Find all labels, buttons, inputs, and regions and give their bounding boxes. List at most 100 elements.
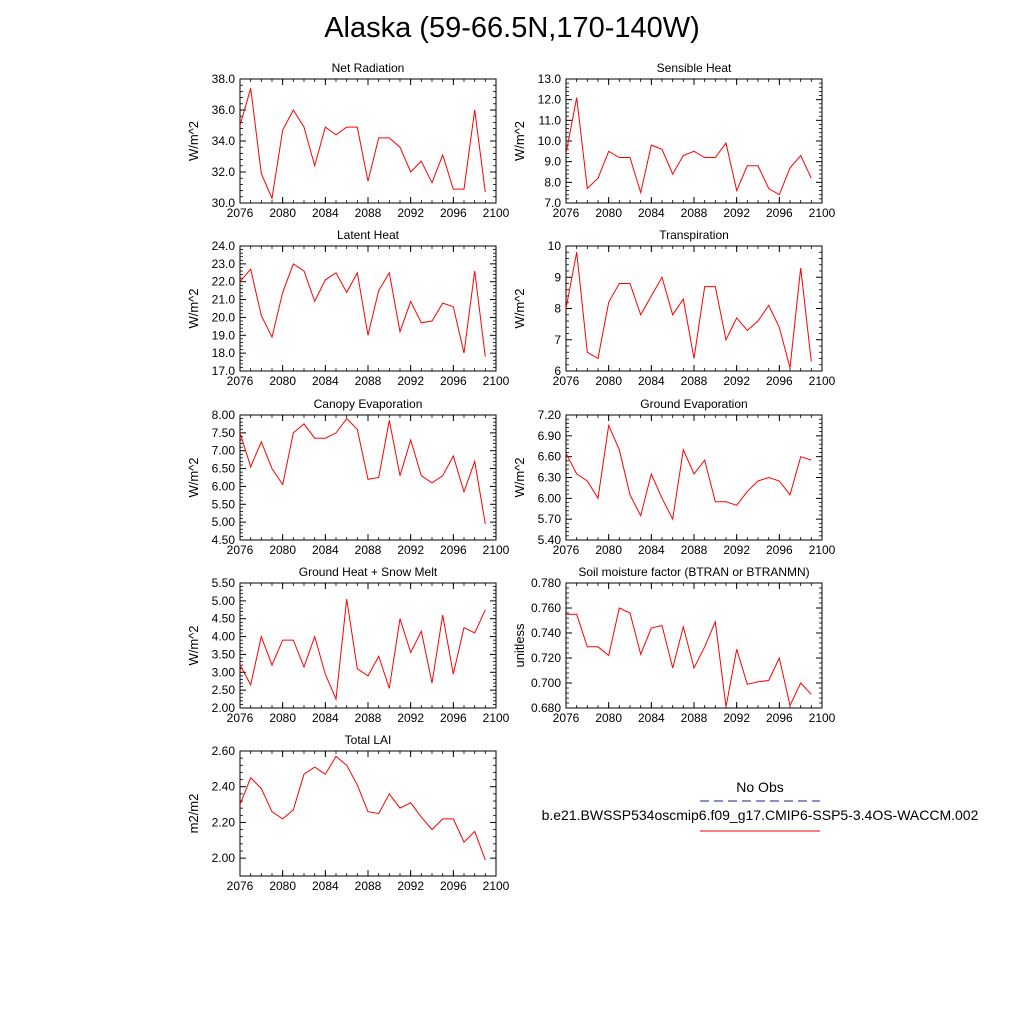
x-tick-label: 2088: [681, 206, 708, 220]
y-tick-label: 19.0: [212, 328, 236, 342]
plot-frame: [239, 78, 497, 204]
x-tick-label: 2080: [595, 206, 622, 220]
y-tick-label: 2.00: [212, 851, 236, 865]
x-tick-label: 2080: [269, 543, 296, 557]
y-tick-label: 2.20: [212, 815, 236, 829]
x-tick-label: 2076: [553, 206, 580, 220]
panel-title: Latent Heat: [337, 228, 400, 242]
y-tick-label: 22.0: [212, 275, 236, 289]
x-tick-label: 2092: [397, 543, 424, 557]
plot-frame: [565, 582, 823, 709]
x-tick-label: 2100: [483, 374, 510, 388]
series-line: [566, 607, 812, 708]
x-tick-label: 2096: [766, 543, 793, 557]
y-tick-label: 13.0: [538, 72, 562, 86]
series-line: [240, 599, 486, 702]
x-tick-label: 2076: [227, 374, 254, 388]
y-tick-label: 4.50: [212, 612, 236, 626]
x-tick-label: 2088: [355, 543, 382, 557]
y-tick-label: 5.70: [538, 512, 562, 526]
x-tick-label: 2088: [681, 543, 708, 557]
x-tick-label: 2076: [227, 879, 254, 893]
x-tick-label: 2088: [681, 374, 708, 388]
y-tick-label: 21.0: [212, 293, 236, 307]
y-tick-label: 4.50: [212, 533, 236, 547]
series-line: [240, 88, 486, 201]
x-tick-label: 2080: [595, 543, 622, 557]
y-tick-label: 2.00: [212, 701, 236, 715]
x-tick-label: 2096: [766, 206, 793, 220]
x-tick-label: 2100: [483, 206, 510, 220]
y-tick-label: 5.50: [212, 576, 236, 590]
x-tick-label: 2096: [440, 543, 467, 557]
y-tick-label: 6.60: [538, 450, 562, 464]
x-tick-label: 2100: [809, 374, 836, 388]
x-tick-label: 2084: [638, 374, 665, 388]
panel-title: Canopy Evaporation: [314, 397, 423, 411]
legend-obs-label: No Obs: [736, 779, 783, 795]
x-tick-label: 2084: [638, 206, 665, 220]
x-tick-label: 2092: [723, 711, 750, 725]
x-tick-label: 2088: [681, 711, 708, 725]
y-tick-label: 7.20: [538, 408, 562, 422]
y-tick-label: 2.50: [212, 683, 236, 697]
y-tick-label: 6: [554, 364, 561, 378]
panel-3: 2076 2080 2084 2088 2092 2096 2100 17.0 18.0 19.0…: [186, 228, 510, 388]
x-tick-label: 2092: [723, 206, 750, 220]
y-tick-label: 0.760: [531, 601, 561, 615]
x-tick-label: 2080: [269, 206, 296, 220]
x-tick-label: 2084: [638, 711, 665, 725]
y-tick-label: 36.0: [212, 103, 236, 117]
y-tick-label: 12.0: [538, 93, 562, 107]
panel-9: 2076 2080 2084 2088 2092 2096 2100 2.00 2.20 2.40…: [186, 733, 510, 893]
panel-7: 2076 2080 2084 2088 2092 2096 2100 2.00 2.50 3.00…: [186, 565, 510, 725]
y-axis-label: W/m^2: [186, 457, 201, 497]
y-tick-label: 23.0: [212, 257, 236, 271]
x-tick-label: 2092: [397, 374, 424, 388]
x-tick-label: 2100: [809, 543, 836, 557]
panel-6: 2076 2080 2084 2088 2092 2096 2100 5.40 5.70 6.00…: [512, 397, 836, 557]
y-tick-label: 6.00: [212, 479, 236, 493]
x-tick-label: 2084: [312, 206, 339, 220]
y-tick-label: 30.0: [212, 196, 236, 210]
series-line: [240, 263, 486, 357]
y-tick-label: 5.40: [538, 533, 562, 547]
y-tick-label: 6.90: [538, 429, 562, 443]
y-tick-label: 6.50: [212, 462, 236, 476]
y-tick-label: 7.50: [212, 426, 236, 440]
x-tick-label: 2076: [227, 543, 254, 557]
x-tick-label: 2076: [227, 206, 254, 220]
y-tick-label: 0.700: [531, 676, 561, 690]
x-tick-label: 2096: [766, 711, 793, 725]
y-axis-label: W/m^2: [186, 288, 201, 328]
y-axis-label: W/m^2: [512, 288, 527, 328]
x-tick-label: 2096: [440, 879, 467, 893]
y-tick-label: 32.0: [212, 165, 236, 179]
x-tick-label: 2096: [440, 711, 467, 725]
x-tick-label: 2088: [355, 711, 382, 725]
y-tick-label: 7: [554, 333, 561, 347]
panel-8: 2076 2080 2084 2088 2092 2096 2100 0.680 0.700 0.…: [512, 565, 836, 725]
panel-title: Ground Heat + Snow Melt: [299, 565, 438, 579]
x-tick-label: 2100: [809, 206, 836, 220]
y-tick-label: 7.00: [212, 444, 236, 458]
y-tick-label: 8.0: [544, 175, 561, 189]
y-tick-label: 0.780: [531, 576, 561, 590]
x-tick-label: 2088: [355, 879, 382, 893]
x-tick-label: 2080: [595, 711, 622, 725]
plot-frame: [565, 245, 823, 372]
x-tick-label: 2092: [723, 374, 750, 388]
x-tick-label: 2076: [553, 543, 580, 557]
x-tick-label: 2076: [553, 711, 580, 725]
x-tick-label: 2084: [312, 711, 339, 725]
y-tick-label: 6.30: [538, 471, 562, 485]
plot-frame: [565, 414, 823, 541]
panel-title: Soil moisture factor (BTRAN or BTRANMN): [578, 565, 809, 579]
x-tick-label: 2080: [595, 374, 622, 388]
panel-2: 2076 2080 2084 2088 2092 2096 2100 7.0 8.0 9.0 10.…: [512, 61, 836, 220]
x-tick-label: 2076: [553, 374, 580, 388]
y-axis-label: W/m^2: [186, 121, 201, 161]
x-tick-label: 2100: [809, 711, 836, 725]
x-tick-label: 2084: [312, 879, 339, 893]
y-tick-label: 2.60: [212, 744, 236, 758]
